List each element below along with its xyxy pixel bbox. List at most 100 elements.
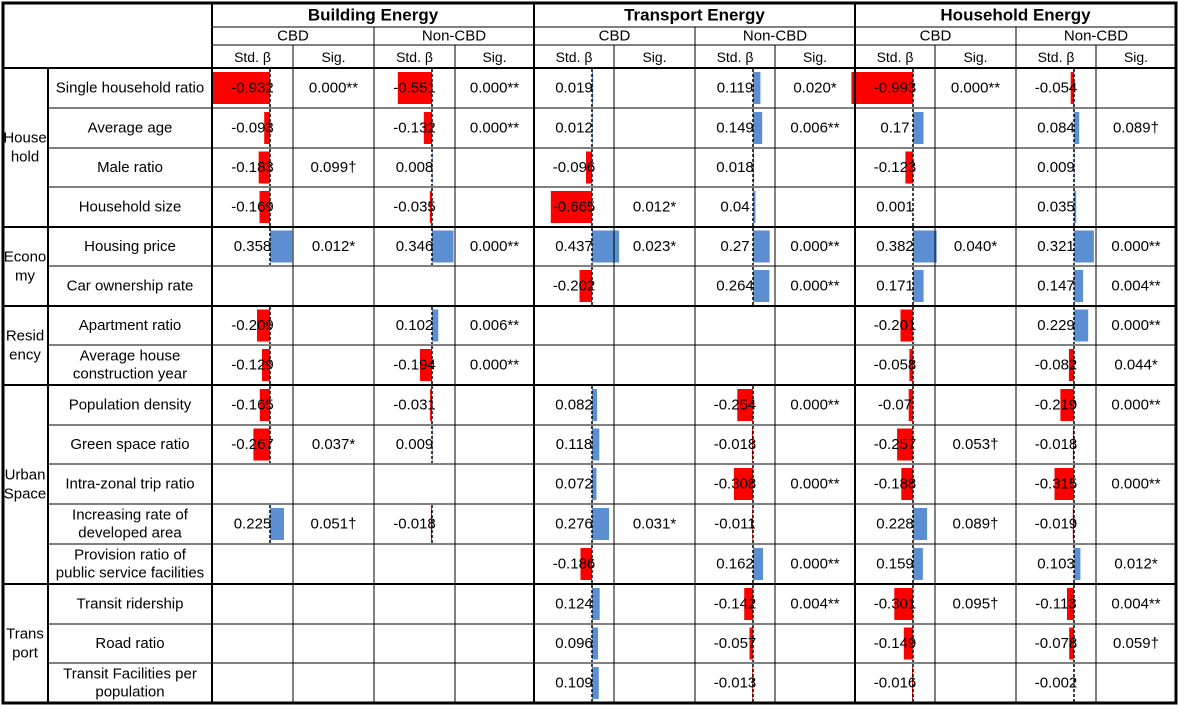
sig-value: 0.000**: [470, 120, 519, 137]
sig-value: 0.023*: [633, 238, 677, 255]
beta-bar: [897, 428, 913, 461]
beta-bar: [580, 548, 592, 580]
beta-value: 0.109: [555, 675, 593, 692]
sig-value: 0.000**: [790, 278, 839, 295]
beta-value: 0.149: [716, 120, 754, 137]
beta-value: -0.07: [878, 397, 912, 414]
beta-bar: [429, 191, 432, 223]
beta-bar: [753, 112, 763, 144]
beta-bar: [1067, 588, 1074, 620]
beta-bar: [270, 508, 284, 540]
sig-value: 0.095†: [953, 596, 999, 613]
beta-value: -0.254: [714, 397, 757, 414]
beta-value: -0.267: [231, 436, 274, 453]
beta-value: -0.132: [393, 120, 436, 137]
subgroup-label: Non-CBD: [743, 28, 807, 45]
beta-bar: [908, 389, 913, 421]
beta-value: -0.096: [553, 159, 596, 176]
variable-label: construction year: [73, 366, 187, 383]
beta-value: -0.019: [1035, 516, 1078, 533]
beta-bar: [753, 270, 770, 302]
beta-value: -0.093: [231, 120, 274, 137]
sig-value: 0.000**: [470, 80, 519, 97]
std-beta-header: Std. β: [556, 49, 593, 65]
subgroup-label: CBD: [599, 28, 631, 45]
beta-bar: [753, 151, 755, 184]
sig-value: 0.000**: [1111, 238, 1160, 255]
beta-bar: [592, 230, 620, 263]
beta-bar: [737, 389, 753, 421]
beta-value: -0.315: [1035, 476, 1078, 493]
variable-label: Apartment ratio: [79, 317, 182, 334]
sig-value: 0.000**: [309, 80, 358, 97]
beta-value: 0.229: [1037, 317, 1075, 334]
beta-value: -0.932: [231, 80, 274, 97]
beta-value: 0.124: [555, 596, 593, 613]
beta-bar: [753, 72, 761, 104]
beta-value: -0.201: [874, 317, 917, 334]
sig-value: 0.089†: [953, 516, 999, 533]
sig-value: 0.000**: [1111, 476, 1160, 493]
beta-value: 0.096: [555, 635, 593, 652]
beta-value: 0.119: [717, 80, 753, 97]
variable-label: Average age: [88, 120, 173, 137]
beta-value: 0.17: [880, 120, 909, 137]
beta-value: 0.018: [716, 159, 754, 176]
beta-value: -0.202: [553, 278, 596, 295]
variable-label: Male ratio: [97, 159, 163, 176]
sig-value: 0.037*: [312, 436, 356, 453]
std-beta-header: Std. β: [717, 49, 754, 65]
beta-value: -0.018: [1035, 436, 1078, 453]
beta-bar: [1074, 309, 1089, 342]
category-label: Urban: [5, 467, 46, 484]
beta-value: -0.993: [874, 80, 917, 97]
variable-label: Green space ratio: [70, 436, 189, 453]
beta-value: 0.012: [555, 120, 593, 137]
category-label: Space: [4, 486, 47, 503]
sig-value: 0.089†: [1113, 120, 1159, 137]
group-title: Building Energy: [308, 6, 439, 25]
beta-bar: [1068, 349, 1074, 381]
variable-label: Intra-zonal trip ratio: [65, 476, 194, 493]
beta-value: -0.057: [714, 635, 757, 652]
sig-value: 0.004**: [1111, 596, 1160, 613]
beta-value: 0.118: [556, 436, 592, 453]
sig-value: 0.044*: [1114, 357, 1158, 374]
variable-label: Population density: [69, 397, 192, 414]
sig-value: 0.006**: [470, 317, 519, 334]
beta-value: -0.209: [231, 317, 274, 334]
beta-value: 0.009: [396, 436, 434, 453]
sig-value: 0.000**: [951, 80, 1000, 97]
beta-bar: [592, 428, 600, 461]
beta-bar: [550, 191, 592, 223]
beta-value: 0.035: [1037, 199, 1075, 216]
beta-bar: [270, 230, 293, 263]
beta-value: 0.147: [1037, 278, 1075, 295]
beta-bar: [909, 349, 913, 381]
sig-value: 0.051†: [311, 516, 357, 533]
beta-bar: [901, 468, 913, 500]
beta-bar: [753, 230, 770, 263]
beta-value: 0.04: [720, 199, 749, 216]
beta-value: -0.054: [1035, 80, 1078, 97]
subgroup-label: CBD: [920, 28, 952, 45]
beta-bar: [592, 508, 610, 540]
std-beta-header: Std. β: [1038, 49, 1075, 65]
beta-bar: [259, 389, 270, 421]
beta-value: -0.665: [553, 199, 596, 216]
beta-bar: [259, 191, 270, 223]
variable-label: Transit ridership: [77, 596, 184, 613]
sig-value: 0.040*: [954, 238, 998, 255]
beta-value: 0.276: [555, 516, 593, 533]
std-beta-header: Std. β: [877, 49, 914, 65]
beta-bar: [1070, 72, 1074, 104]
beta-value: -0.123: [874, 159, 917, 176]
beta-value: 0.264: [716, 278, 754, 295]
group-title: Transport Energy: [624, 6, 765, 25]
beta-value: -0.078: [1035, 635, 1078, 652]
beta-bar: [903, 627, 913, 660]
beta-value: 0.437: [555, 238, 593, 255]
beta-value: 0.001: [876, 199, 914, 216]
sig-value: 0.012*: [633, 199, 677, 216]
beta-value: -0.186: [553, 556, 596, 573]
